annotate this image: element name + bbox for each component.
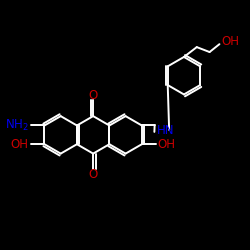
Text: NH$_2$: NH$_2$	[5, 118, 29, 133]
Text: OH: OH	[222, 35, 240, 48]
Text: HN: HN	[157, 124, 175, 138]
Text: O: O	[88, 168, 98, 181]
Text: O: O	[88, 89, 98, 102]
Text: OH: OH	[158, 138, 176, 151]
Text: OH: OH	[11, 138, 29, 151]
